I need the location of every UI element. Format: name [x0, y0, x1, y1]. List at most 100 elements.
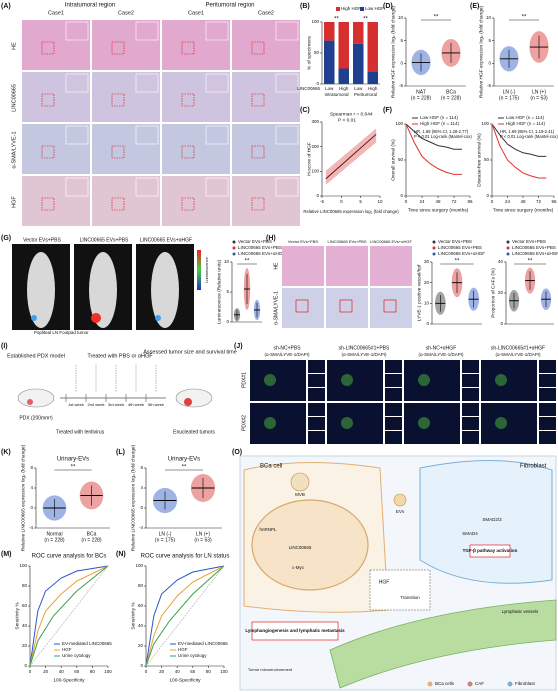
- label: Merge: [406, 404, 418, 409]
- label: 60: [138, 603, 144, 608]
- label: α-SMA: [540, 404, 551, 408]
- shape: [205, 177, 229, 197]
- label: LINC00665 EVs+αHGF: [238, 251, 285, 256]
- shape: [462, 360, 479, 373]
- label: 20: [138, 643, 144, 648]
- shape: [326, 288, 368, 328]
- label: (J): [234, 343, 243, 350]
- label: LYVE-1: [309, 375, 321, 379]
- shape: [385, 417, 402, 430]
- shape: [135, 73, 159, 93]
- nucleus: [251, 499, 369, 591]
- shape: [539, 417, 556, 430]
- label: Low HGF (n = 114): [420, 115, 459, 120]
- label: 0: [145, 669, 148, 674]
- label: Low: [325, 86, 334, 91]
- label: Footpad tumor: [59, 330, 89, 335]
- label: (B): [300, 3, 310, 10]
- shape: [250, 360, 306, 401]
- label: DAPI: [463, 389, 471, 393]
- shape: [181, 41, 195, 55]
- label: Relative HGF expression log₂ (fold chang…: [478, 5, 484, 98]
- label: **: [71, 465, 76, 471]
- signal: [31, 315, 37, 321]
- label: Lymphangiogenesis and lymphatic metastas…: [245, 628, 345, 633]
- label: PDX#1: [241, 372, 247, 388]
- label: 40: [22, 623, 28, 628]
- label: 300: [311, 119, 319, 124]
- label: LYVE-1: [540, 418, 552, 422]
- label: Relative LINC00665 expression log₂ (fold…: [20, 444, 26, 551]
- label: Merge: [406, 361, 418, 366]
- label: 10: [398, 15, 404, 20]
- bar-segment: [367, 22, 378, 72]
- label: **: [434, 15, 439, 21]
- label: High: [339, 86, 349, 91]
- label: Case1: [188, 10, 204, 16]
- bar-segment: [353, 22, 364, 44]
- label: sh-LINC00665#1+αHGF: [491, 345, 545, 351]
- label: Disease-free survival (%): [476, 133, 482, 187]
- label: LINC00665 EVs+PBS: [238, 245, 282, 250]
- shape: [251, 93, 265, 107]
- label: SMAD2/3: [482, 517, 502, 522]
- label: -5: [320, 199, 324, 204]
- label: -5: [487, 83, 491, 88]
- label: (n = 228): [441, 95, 461, 101]
- label: Tumor microenvironment: [248, 667, 293, 672]
- label: Proportion of CAFs (%): [490, 268, 496, 318]
- label: (n = 53): [194, 537, 212, 543]
- signal: [495, 374, 507, 386]
- label: LINC00665 EVs+PBS: [512, 245, 556, 250]
- label: Urinary-EVs: [57, 457, 89, 463]
- label: LN (-): [503, 89, 516, 95]
- label: P < 0.01 Log-rank (Mantel-cox): [500, 134, 558, 139]
- label: 20: [43, 669, 49, 674]
- label: 0: [140, 505, 143, 510]
- label: Fibroblast: [520, 464, 547, 470]
- label: LYVE-1: [386, 418, 398, 422]
- label: 100: [220, 669, 228, 674]
- label: 80: [22, 583, 28, 588]
- legend-marker: [467, 681, 473, 687]
- label: Case2: [258, 10, 274, 16]
- label: LINC00665: [297, 86, 320, 91]
- shape: [111, 145, 125, 159]
- shape: [308, 374, 325, 387]
- label: α-SMA: [463, 361, 474, 365]
- shape: [251, 197, 265, 211]
- label: Sensitivity %: [14, 602, 20, 630]
- line-series: [405, 123, 462, 175]
- label: α-SMA/LYVE-1: [11, 131, 17, 168]
- legend-marker: [232, 240, 236, 244]
- shape: [65, 125, 89, 145]
- label: 100-Specificity: [169, 677, 201, 683]
- shape: [462, 388, 479, 401]
- label: Fibroblast: [515, 681, 536, 686]
- label: HGF: [178, 647, 188, 652]
- label: Spearman r = 0.644: [330, 111, 373, 117]
- label: (n = 228): [81, 537, 101, 543]
- label: 20: [498, 290, 504, 295]
- label: **: [363, 17, 368, 23]
- fit-line: [325, 133, 377, 180]
- label: EV-mediated LINC00665: [62, 641, 112, 646]
- shape: [385, 403, 402, 416]
- shape: [539, 403, 556, 416]
- label: 10: [424, 301, 430, 306]
- shape: [205, 73, 229, 93]
- label: 100: [135, 563, 143, 568]
- label: NAT: [416, 89, 426, 95]
- label: (n = 175): [499, 95, 519, 101]
- label: H-score of HGF: [306, 142, 312, 176]
- label: 4th week: [128, 402, 144, 407]
- label: High: [368, 86, 378, 91]
- shape: [205, 125, 229, 145]
- label: 4: [30, 485, 33, 490]
- label: Urine cytology: [178, 653, 207, 658]
- label: α-SMA: [309, 404, 320, 408]
- label: LYVE-1: [540, 375, 552, 379]
- label: EVs: [396, 509, 405, 514]
- label: 0: [405, 199, 408, 204]
- bar-segment: [367, 71, 378, 84]
